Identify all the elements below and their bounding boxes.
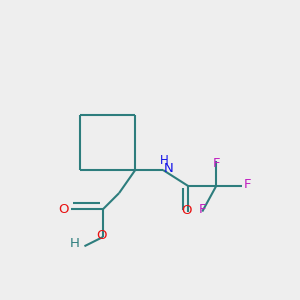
Text: N: N [164,162,174,175]
Text: F: F [244,178,251,191]
Text: O: O [58,203,68,216]
Text: H: H [70,237,80,250]
Text: H: H [160,154,169,167]
Text: O: O [181,204,191,217]
Text: O: O [97,229,107,242]
Text: F: F [212,157,220,169]
Text: F: F [199,203,206,216]
